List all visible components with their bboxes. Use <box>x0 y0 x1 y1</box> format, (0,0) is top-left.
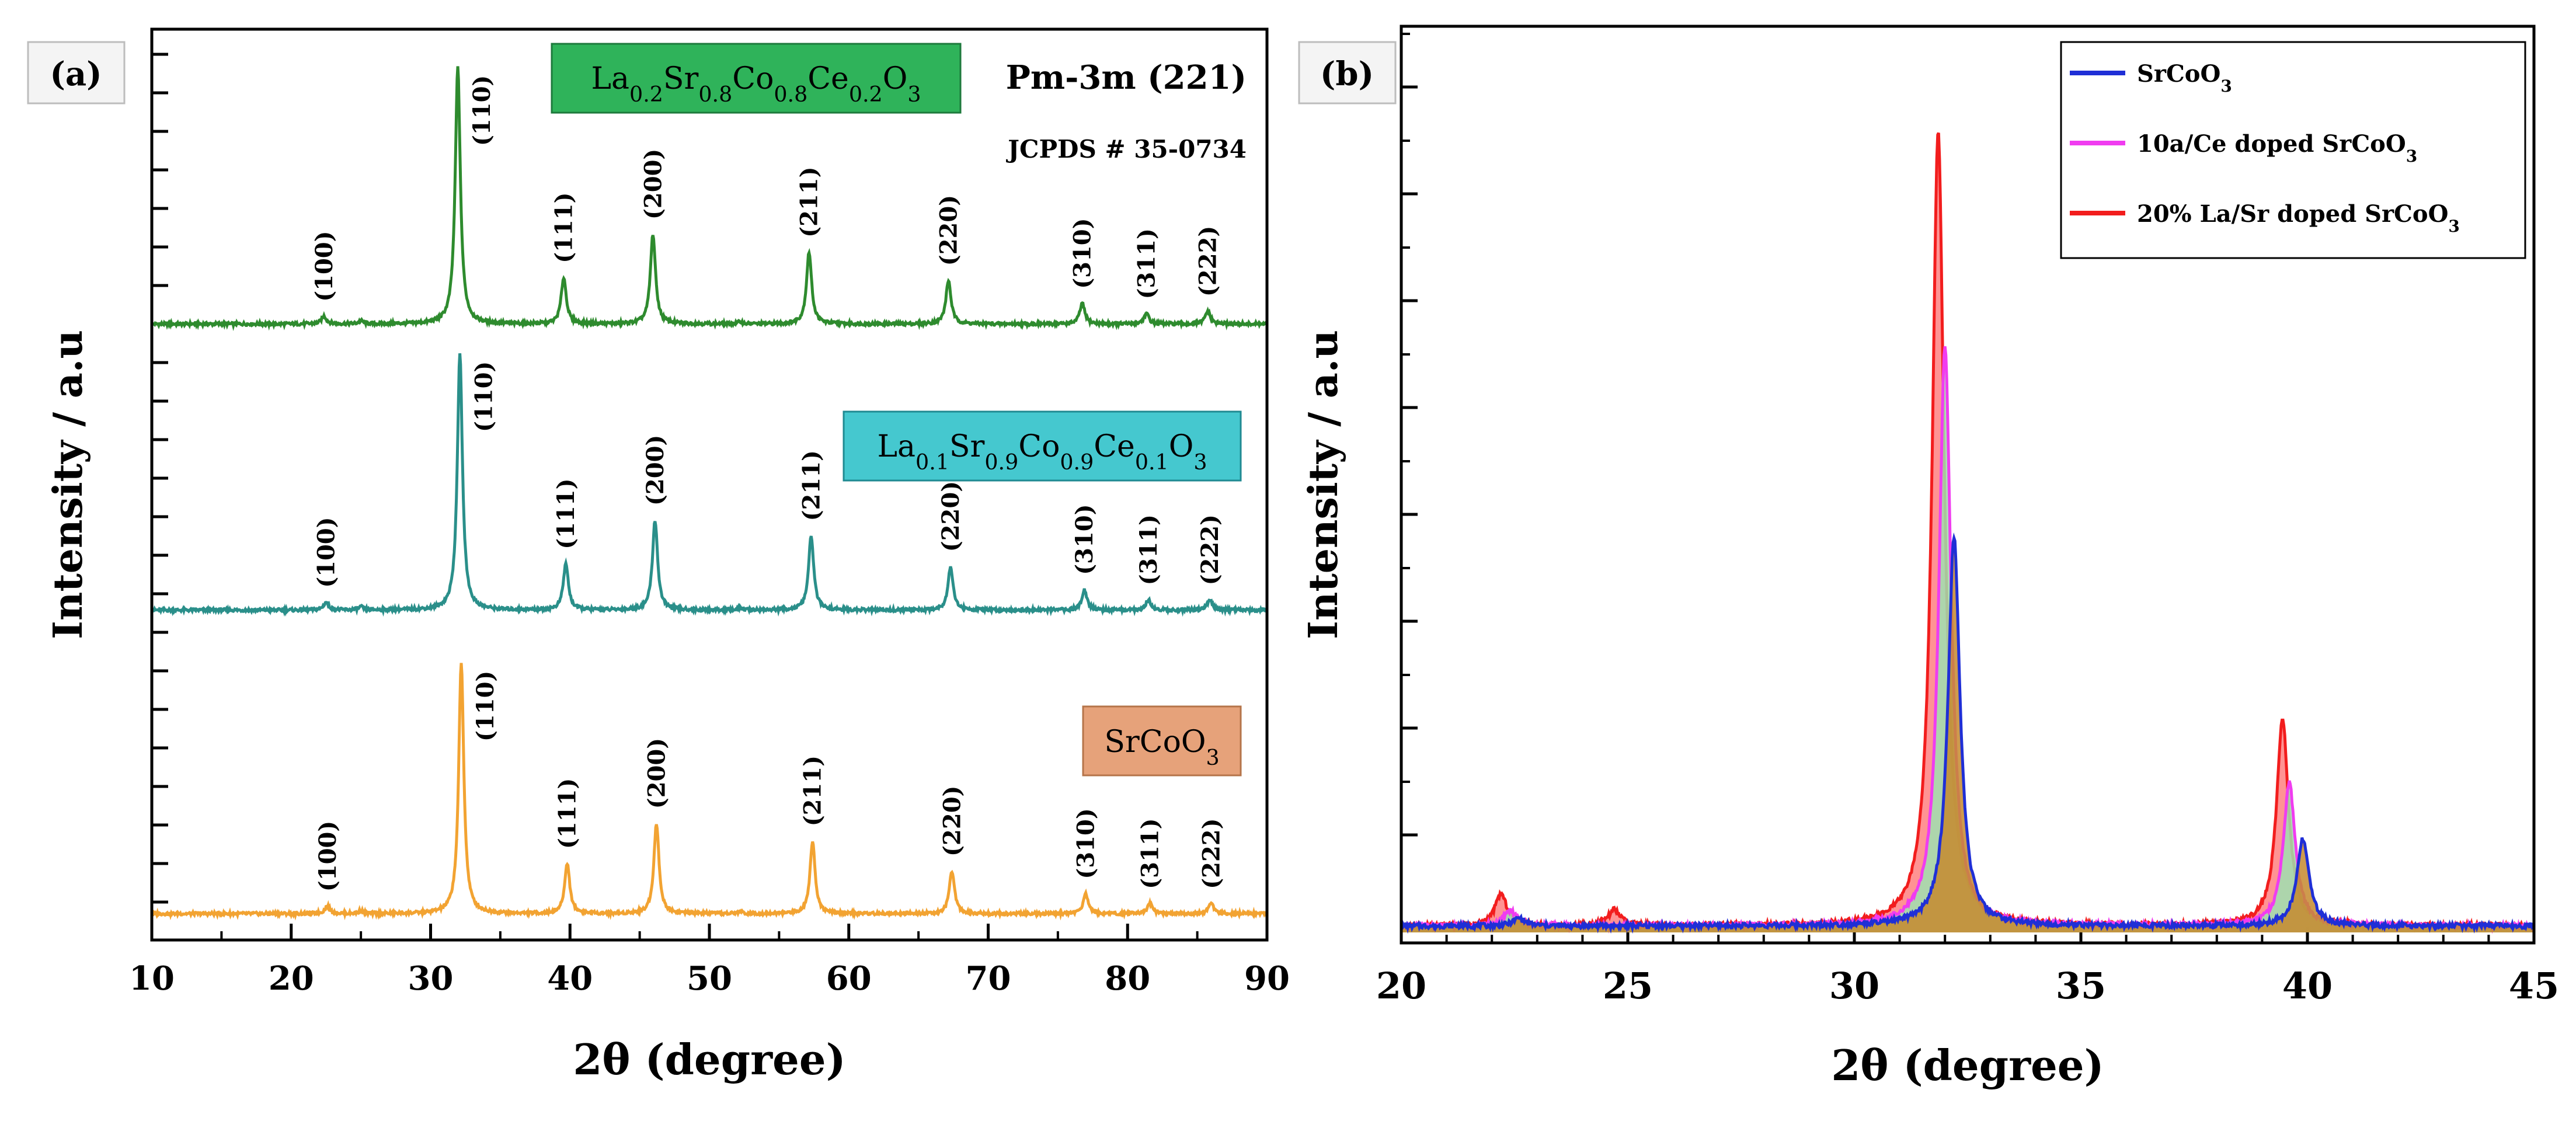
panel-a-x-axis-label: 2θ (degree) <box>573 1035 845 1084</box>
panel-b-series-fill-0 <box>1401 538 2533 932</box>
b-x-tick-label: 25 <box>1603 965 1653 1007</box>
hkl-label: (211) <box>798 450 825 521</box>
panel-a-curves <box>150 66 1269 921</box>
hkl-label: (222) <box>1196 514 1224 585</box>
panel-a-label-box <box>27 41 126 105</box>
hkl-label: (311) <box>1133 228 1161 299</box>
legend-label-la-doped: 20% La/Sr doped SrCoO3 <box>2137 200 2460 236</box>
legend-label-srcoo3: SrCoO3 <box>2137 60 2232 96</box>
a-x-tick-label: 90 <box>1244 959 1290 998</box>
hkl-label: (211) <box>796 166 823 237</box>
hkl-label: (100) <box>312 517 340 587</box>
panel-b-x-axis-label: 2θ (degree) <box>1831 1040 2104 1090</box>
b-x-tick-label: 30 <box>1829 965 1879 1007</box>
panel-a-ticks: 10 20 30 40 50 60 70 80 90 <box>129 53 1290 998</box>
panel-b-y-axis-label: Intensity / a.u <box>1300 330 1347 639</box>
badge-la01-text: La0.1Sr0.9Co0.9Ce0.1O3 <box>878 429 1207 475</box>
hkl-label: (111) <box>552 478 580 549</box>
hkl-label: (100) <box>314 821 342 892</box>
badge-srcoo3: SrCoO3 <box>1082 705 1242 777</box>
panel-a-plot-frame <box>150 27 1269 942</box>
b-x-tick-label: 20 <box>1376 965 1426 1007</box>
hkl-label: (310) <box>1073 808 1100 879</box>
hkl-label: (311) <box>1135 514 1162 585</box>
badge-la02-text: La0.2Sr0.8Co0.8Ce0.2O3 <box>591 61 921 107</box>
hkl-label: (200) <box>639 149 667 220</box>
hkl-label: (222) <box>1195 226 1222 297</box>
a-x-tick-label: 80 <box>1105 959 1150 998</box>
hkl-label: (310) <box>1069 218 1096 288</box>
panel-b-plot-frame <box>1400 25 2536 945</box>
hkl-label: (220) <box>935 195 963 266</box>
badge-la01: La0.1Sr0.9Co0.9Ce0.1O3 <box>843 410 1242 482</box>
a-x-tick-label: 70 <box>966 959 1011 998</box>
hkl-label: (110) <box>468 75 496 146</box>
hkl-label: (222) <box>1198 818 1226 889</box>
panel-b-series-line-0 <box>1401 532 2535 934</box>
badge-srcoo3-text: SrCoO3 <box>1104 725 1219 770</box>
hkl-label: (111) <box>551 192 578 263</box>
hkl-label: (211) <box>799 756 827 826</box>
a-x-tick-label: 30 <box>408 959 454 998</box>
b-x-tick-label: 35 <box>2056 965 2106 1007</box>
hkl-label: (110) <box>471 361 498 432</box>
hkl-label: (220) <box>938 786 966 857</box>
hkl-label: (311) <box>1136 818 1164 889</box>
panel-a-series-line-0 <box>150 66 1269 331</box>
a-x-tick-label: 60 <box>826 959 872 998</box>
hkl-label: (100) <box>311 231 338 301</box>
panel-b-label-box <box>1298 41 1397 105</box>
panel-b-curves <box>1400 132 2535 934</box>
panel-b-label: (b) <box>1320 55 1374 93</box>
hkl-label: (200) <box>643 738 670 809</box>
panel-a-hkl-labels: (100) (110) (111) (200) (211) (220) (310) (311)… <box>311 75 1226 892</box>
panel-a-chart: 10 20 30 40 50 60 70 80 90 (100)(110)(111)(200)(… <box>27 27 1290 1084</box>
panel-a-series-line-1 <box>151 353 1268 617</box>
panel-b-chart: 20 25 30 35 40 45 (b) SrCoO3 10a/Ce doped SrC… <box>1298 25 2559 1090</box>
hkl-label: (111) <box>554 778 582 849</box>
a-x-tick-label: 20 <box>269 959 314 998</box>
jcpds-label: JCPDS # 35-0734 <box>1005 135 1247 163</box>
a-x-tick-label: 10 <box>129 959 175 998</box>
panel-a-y-axis-label: Intensity / a.u <box>45 330 92 639</box>
b-x-tick-label: 45 <box>2509 965 2559 1007</box>
hkl-label: (220) <box>937 481 965 552</box>
panel-b-legend: SrCoO3 10a/Ce doped SrCoO3 20% La/Sr dop… <box>2060 41 2526 259</box>
a-x-tick-label: 50 <box>687 959 732 998</box>
panel-a-series-line-2 <box>151 663 1269 921</box>
hkl-label: (110) <box>472 671 499 741</box>
b-x-tick-label: 40 <box>2282 965 2333 1007</box>
hkl-label: (310) <box>1071 504 1098 575</box>
legend-label-ce-doped: 10a/Ce doped SrCoO3 <box>2137 130 2417 166</box>
a-x-tick-label: 40 <box>547 959 593 998</box>
space-group-label: Pm-3m (221) <box>1006 58 1247 97</box>
panel-a-label: (a) <box>50 55 102 93</box>
badge-la02: La0.2Sr0.8Co0.8Ce0.2O3 <box>551 43 962 114</box>
hkl-label: (200) <box>642 435 669 506</box>
legend-frame <box>2060 41 2526 259</box>
